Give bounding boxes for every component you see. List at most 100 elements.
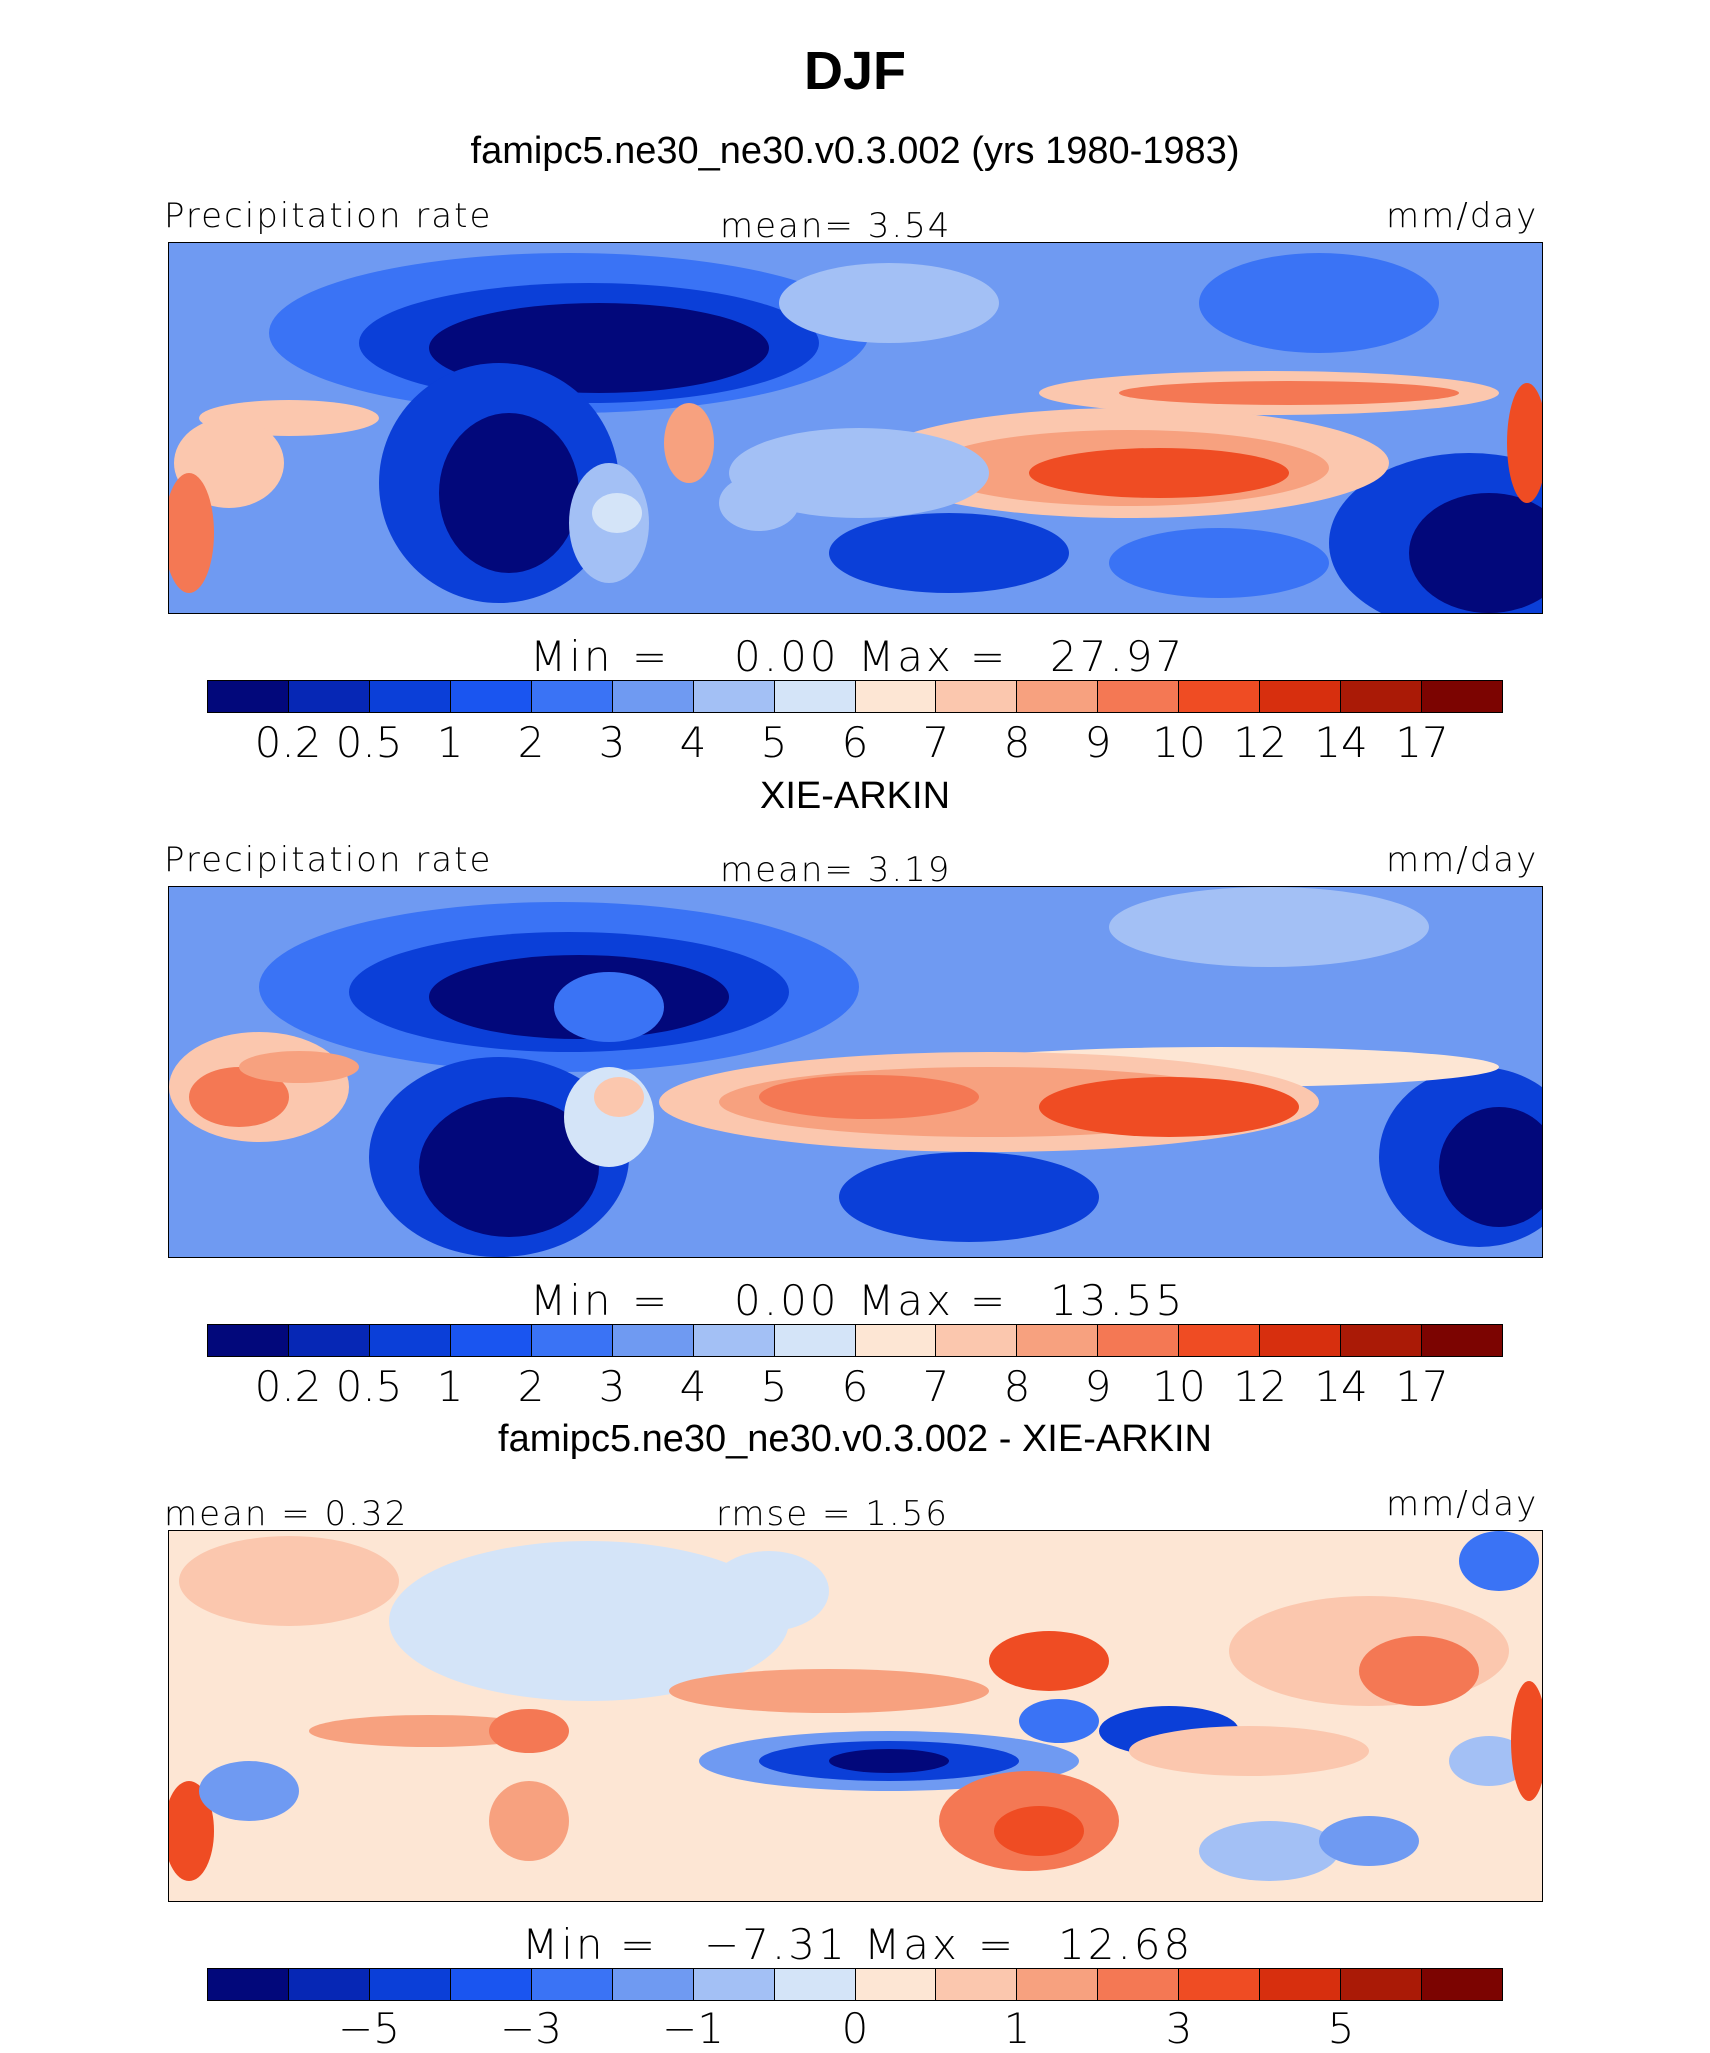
colorbar-cell xyxy=(1422,1325,1502,1356)
panel-1-header: famipc5.ne30_ne30.v0.3.002 (yrs 1980-198… xyxy=(470,130,1240,172)
colorbar-cell xyxy=(1422,1969,1502,2000)
colorbar-tick-label: 8 xyxy=(1003,1362,1031,1411)
panel-1-colorbar xyxy=(207,680,1503,713)
colorbar-cell xyxy=(369,1969,451,2000)
colorbar-cell xyxy=(693,1325,775,1356)
colorbar-tick-label: 8 xyxy=(1003,718,1031,767)
colorbar-cell xyxy=(1260,681,1342,712)
panel-1-min-eq: = xyxy=(632,632,671,681)
colorbar-cell xyxy=(612,1325,694,1356)
colorbar-cell xyxy=(1017,1325,1099,1356)
colorbar-cell xyxy=(288,1969,370,2000)
colorbar-tick-label: 9 xyxy=(1084,718,1112,767)
colorbar-cell xyxy=(288,1325,370,1356)
colorbar-tick-label: 0.2 xyxy=(254,718,322,767)
panel-1-min-label: Min xyxy=(530,632,614,681)
panel-3-header: famipc5.ne30_ne30.v0.3.002 - XIE-ARKIN xyxy=(498,1418,1212,1460)
colorbar-tick-label: 14 xyxy=(1314,1362,1368,1411)
panel-2-max-eq: = xyxy=(970,1276,1009,1325)
colorbar-tick-label: 1 xyxy=(436,718,464,767)
panel-2-colorbar xyxy=(207,1324,1503,1357)
panel-3-map xyxy=(168,1530,1543,1902)
colorbar-tick-label: 0.5 xyxy=(335,718,403,767)
colorbar-cell xyxy=(1179,1969,1261,2000)
panel-2-min-eq: = xyxy=(632,1276,671,1325)
colorbar-cell xyxy=(1260,1969,1342,2000)
colorbar-cell xyxy=(450,681,532,712)
colorbar-cell xyxy=(1179,681,1261,712)
colorbar-tick-label: 6 xyxy=(841,1362,869,1411)
panel-2-variable-label: Precipitation rate xyxy=(164,840,493,880)
colorbar-tick-label: 2 xyxy=(517,718,545,767)
colorbar-cell xyxy=(1017,1969,1099,2000)
panel-3-rmse-label: rmse = 1.56 xyxy=(716,1494,949,1534)
panel-3-mean-label: mean = 0.32 xyxy=(164,1494,409,1534)
colorbar-tick-label: 3 xyxy=(598,1362,626,1411)
colorbar-cell xyxy=(855,681,937,712)
colorbar-tick-label: 6 xyxy=(841,718,869,767)
colorbar-tick-label: −3 xyxy=(500,2004,562,2053)
colorbar-cell xyxy=(208,681,289,712)
colorbar-cell xyxy=(693,681,775,712)
colorbar-tick-label: 1 xyxy=(1003,2004,1031,2053)
colorbar-tick-label: 4 xyxy=(679,1362,707,1411)
panel-2-min-value: 0.00 xyxy=(734,1276,840,1325)
colorbar-tick-label: 7 xyxy=(922,718,950,767)
colorbar-tick-label: 4 xyxy=(679,718,707,767)
panel-2-mean-label: mean= 3.19 xyxy=(720,850,952,890)
colorbar-tick-label: 9 xyxy=(1084,1362,1112,1411)
panel-2-units-label: mm/day xyxy=(1386,840,1539,880)
panel-3-contour-field xyxy=(169,1531,1542,1901)
colorbar-cell xyxy=(1422,681,1502,712)
panel-1-max-eq: = xyxy=(970,632,1009,681)
colorbar-tick-label: −1 xyxy=(662,2004,724,2053)
colorbar-cell xyxy=(774,1969,856,2000)
colorbar-tick-label: 12 xyxy=(1233,718,1287,767)
panel-2-header: XIE-ARKIN xyxy=(759,775,951,817)
colorbar-tick-label: 1 xyxy=(436,1362,464,1411)
colorbar-cell xyxy=(936,681,1018,712)
colorbar-cell xyxy=(369,681,451,712)
colorbar-tick-label: 10 xyxy=(1152,718,1206,767)
panel-1-max-value: 27.97 xyxy=(1050,632,1186,681)
colorbar-tick-label: 12 xyxy=(1233,1362,1287,1411)
colorbar-cell xyxy=(450,1969,532,2000)
colorbar-tick-label: −5 xyxy=(338,2004,400,2053)
panel-1-max-label: Max xyxy=(858,632,954,681)
panel-3-units-label: mm/day xyxy=(1386,1484,1539,1524)
colorbar-cell xyxy=(531,681,613,712)
colorbar-cell xyxy=(1098,1325,1180,1356)
panel-1-units-label: mm/day xyxy=(1386,196,1539,236)
panel-3-max-label: Max xyxy=(864,1920,960,1969)
colorbar-cell xyxy=(531,1325,613,1356)
colorbar-tick-label: 0.5 xyxy=(335,1362,403,1411)
panel-2-contour-field xyxy=(169,887,1542,1257)
colorbar-tick-label: 17 xyxy=(1395,718,1449,767)
panel-3-colorbar xyxy=(207,1968,1503,2001)
colorbar-cell xyxy=(612,1969,694,2000)
panel-1-min-value: 0.00 xyxy=(734,632,840,681)
colorbar-tick-label: 0.2 xyxy=(254,1362,322,1411)
colorbar-cell xyxy=(774,1325,856,1356)
colorbar-cell xyxy=(1179,1325,1261,1356)
colorbar-cell xyxy=(936,1969,1018,2000)
colorbar-tick-label: 14 xyxy=(1314,718,1368,767)
panel-3-min-label: Min xyxy=(522,1920,606,1969)
colorbar-tick-label: 7 xyxy=(922,1362,950,1411)
colorbar-tick-label: 17 xyxy=(1395,1362,1449,1411)
colorbar-cell xyxy=(531,1969,613,2000)
colorbar-cell xyxy=(855,1969,937,2000)
colorbar-cell xyxy=(208,1969,289,2000)
panel-1-variable-label: Precipitation rate xyxy=(164,196,493,236)
colorbar-cell xyxy=(855,1325,937,1356)
panel-3-min-value: −7.31 xyxy=(704,1920,848,1969)
colorbar-cell xyxy=(936,1325,1018,1356)
colorbar-tick-label: 2 xyxy=(517,1362,545,1411)
colorbar-cell xyxy=(1260,1325,1342,1356)
colorbar-tick-label: 10 xyxy=(1152,1362,1206,1411)
colorbar-tick-label: 3 xyxy=(1165,2004,1193,2053)
colorbar-tick-label: 5 xyxy=(760,718,788,767)
colorbar-tick-label: 0 xyxy=(841,2004,869,2053)
colorbar-cell xyxy=(450,1325,532,1356)
colorbar-tick-label: 5 xyxy=(1327,2004,1355,2053)
